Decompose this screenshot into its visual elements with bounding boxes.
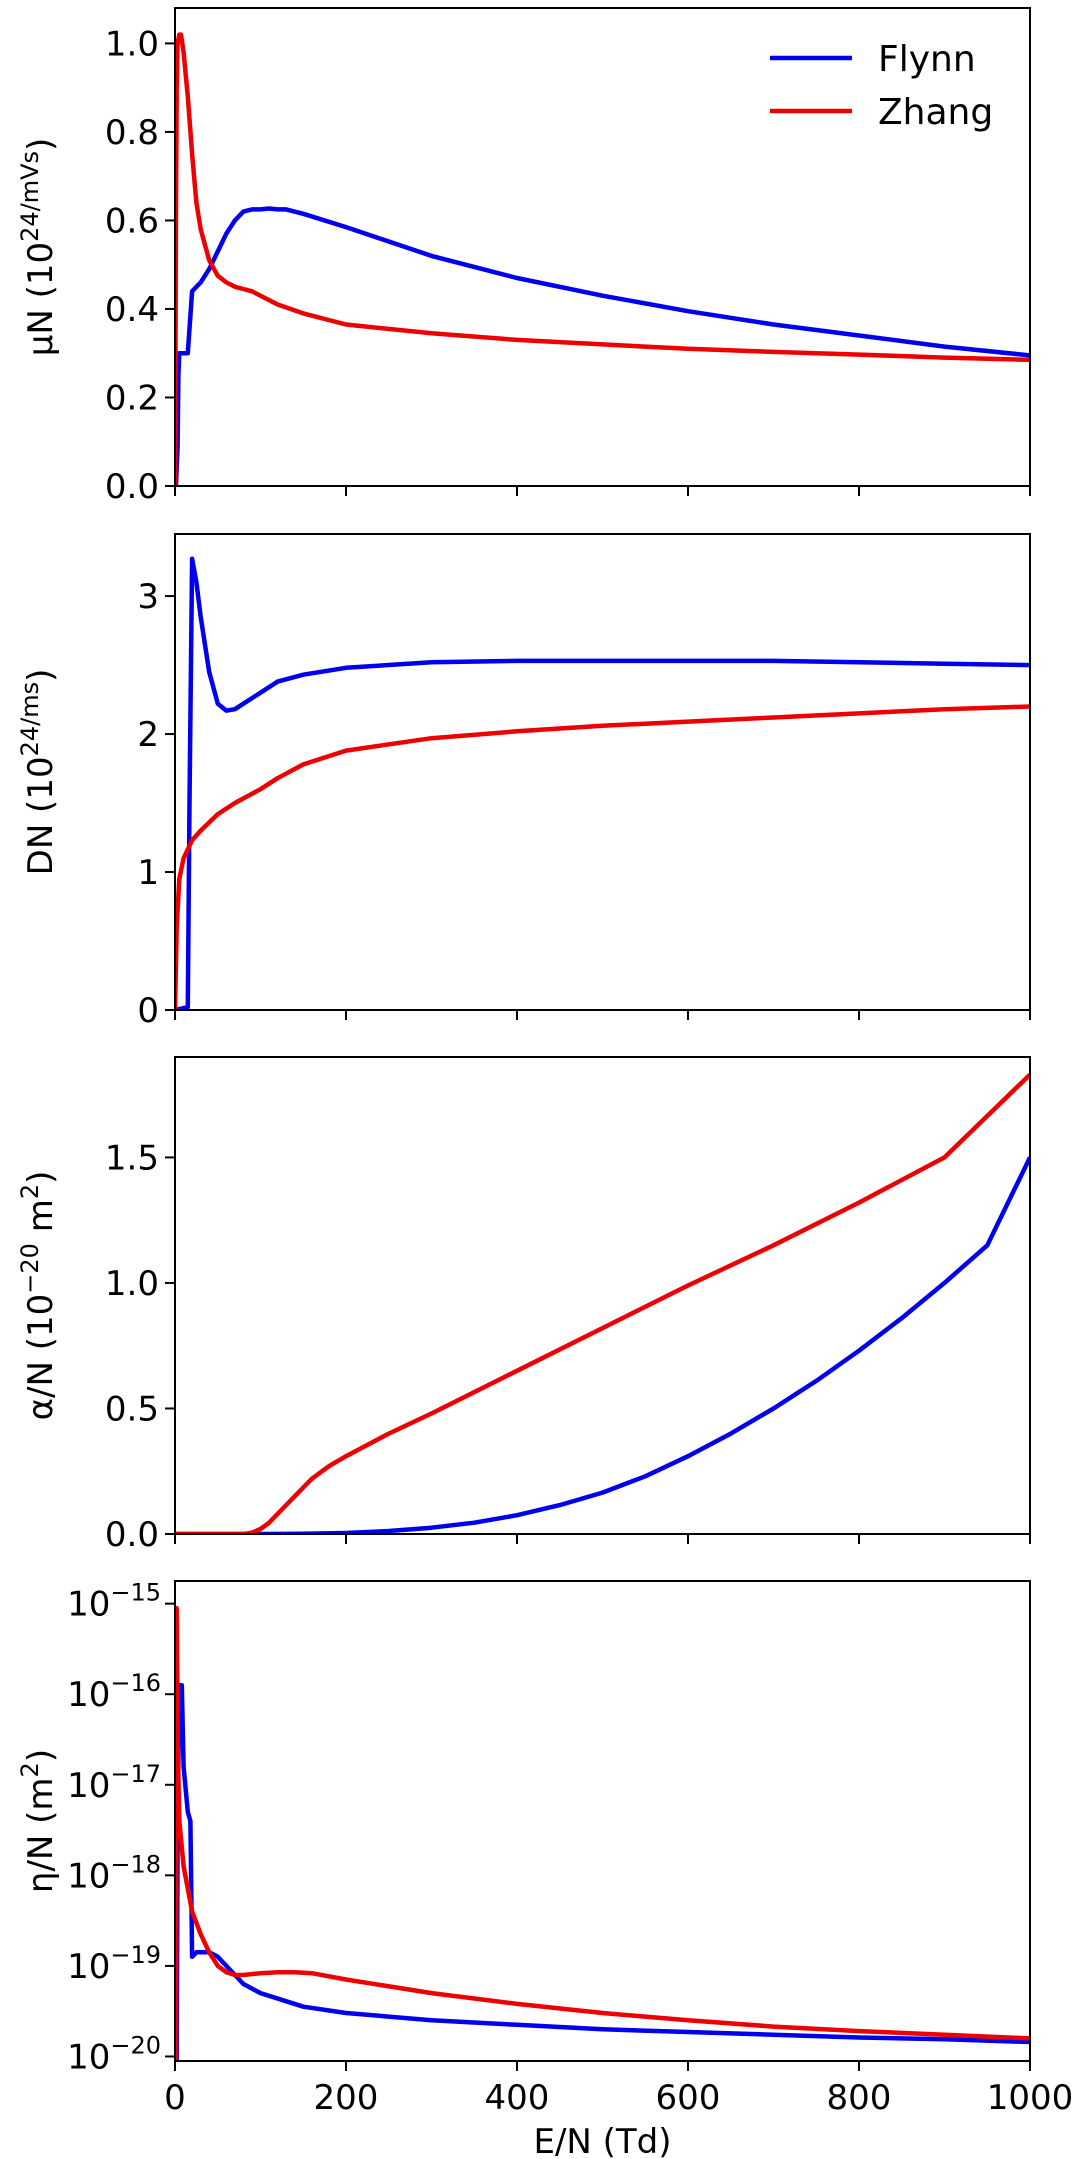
legend-label-flynn: Flynn <box>878 39 976 80</box>
y-tick-label: 0.5 <box>105 1389 159 1429</box>
y-tick-label: 0.8 <box>105 113 159 153</box>
y-tick-label: 0.6 <box>105 201 159 241</box>
y-tick-label: 1.0 <box>105 24 159 64</box>
series-line-zhang <box>175 704 1030 1010</box>
x-tick-label: 1000 <box>987 2078 1074 2118</box>
y-tick-label: 3 <box>137 577 159 617</box>
axes-frame <box>174 533 1031 1011</box>
series-line-zhang <box>175 1072 1030 1534</box>
y-tick-label: 0.0 <box>105 467 159 507</box>
axes-frame <box>174 1580 1031 2062</box>
y-tick-label: 0.2 <box>105 378 159 418</box>
y-tick-label: 2 <box>137 715 159 755</box>
y-axis-label: DN (1024/ms) <box>16 669 61 876</box>
y-tick-label: 10−15 <box>67 1579 161 1625</box>
legend-label-zhang: Zhang <box>878 92 993 133</box>
ionization-panel: 0.0 0.5 1.0 1.5 α/N (10−20 m2) <box>16 1056 1031 1555</box>
y-tick-label: 0 <box>137 991 159 1031</box>
y-axis-label: η/N (m2) <box>16 1749 61 1893</box>
y-tick-label: 1.5 <box>105 1138 159 1178</box>
diffusion-panel: 0 1 2 3 DN (1024/ms) <box>16 533 1031 1031</box>
series-line-flynn <box>175 206 1030 486</box>
y-tick-label: 10−17 <box>67 1760 161 1806</box>
series-line-flynn <box>175 1156 1030 1534</box>
mobility-panel: 0.0 0.2 0.4 0.6 0.8 1.0 μN (1024/mVs) Flynn Zhan… <box>16 7 1031 507</box>
x-tick-label: 800 <box>827 2078 892 2118</box>
y-tick-label: 10−18 <box>67 1850 161 1896</box>
y-axis-label: α/N (10−20 m2) <box>16 1171 61 1421</box>
series-line-flynn <box>175 1682 1030 2061</box>
series-line-zhang <box>175 1605 1030 2061</box>
series-line-zhang <box>175 32 1030 486</box>
y-tick-label: 10−16 <box>67 1669 161 1715</box>
series-line-flynn <box>175 556 1030 1010</box>
x-tick-label: 200 <box>314 2078 379 2118</box>
y-tick-label: 0.0 <box>105 1515 159 1555</box>
y-axis-label: μN (1024/mVs) <box>16 138 61 357</box>
x-tick-label: 600 <box>656 2078 721 2118</box>
x-tick-label: 400 <box>485 2078 550 2118</box>
y-tick-label: 10−20 <box>67 2031 161 2077</box>
legend: Flynn Zhang <box>770 39 993 133</box>
y-tick-label: 1.0 <box>105 1264 159 1304</box>
x-tick-label: 0 <box>164 2078 186 2118</box>
axes-frame <box>174 1056 1031 1535</box>
y-tick-label: 10−19 <box>67 1941 161 1987</box>
y-tick-label: 0.4 <box>105 290 159 330</box>
attachment-panel: 10−20 10−19 10−18 10−17 10−16 10−15 0 200 400 600… <box>16 1579 1073 2159</box>
axes-frame <box>174 7 1031 487</box>
y-tick-label: 1 <box>137 853 159 893</box>
x-axis-label: E/N (Td) <box>533 2122 671 2159</box>
